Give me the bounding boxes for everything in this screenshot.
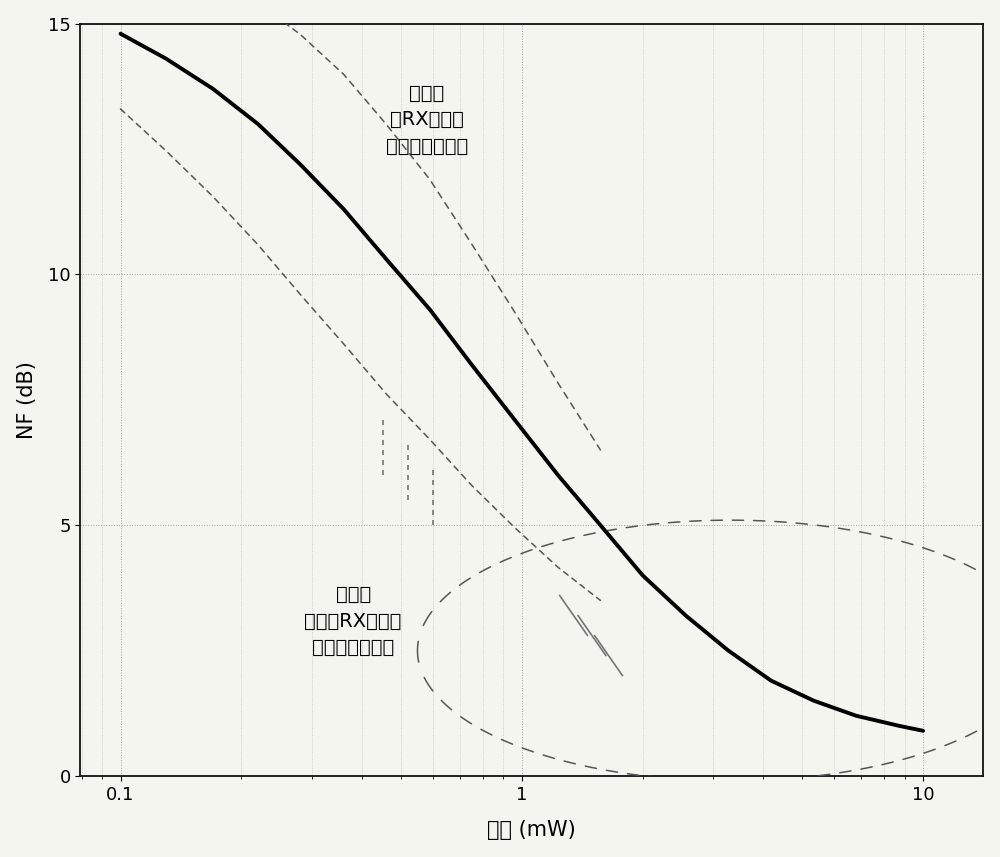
X-axis label: 功率 (mW): 功率 (mW) — [487, 820, 576, 841]
Y-axis label: NF (dB): NF (dB) — [17, 361, 37, 439]
Text: 高性能
极好的RX灵敏度
长视距通信距离: 高性能 极好的RX灵敏度 长视距通信距离 — [304, 585, 402, 657]
Text: 低性能
低RX灵敏度
短视距通信距离: 低性能 低RX灵敏度 短视距通信距离 — [386, 84, 468, 156]
